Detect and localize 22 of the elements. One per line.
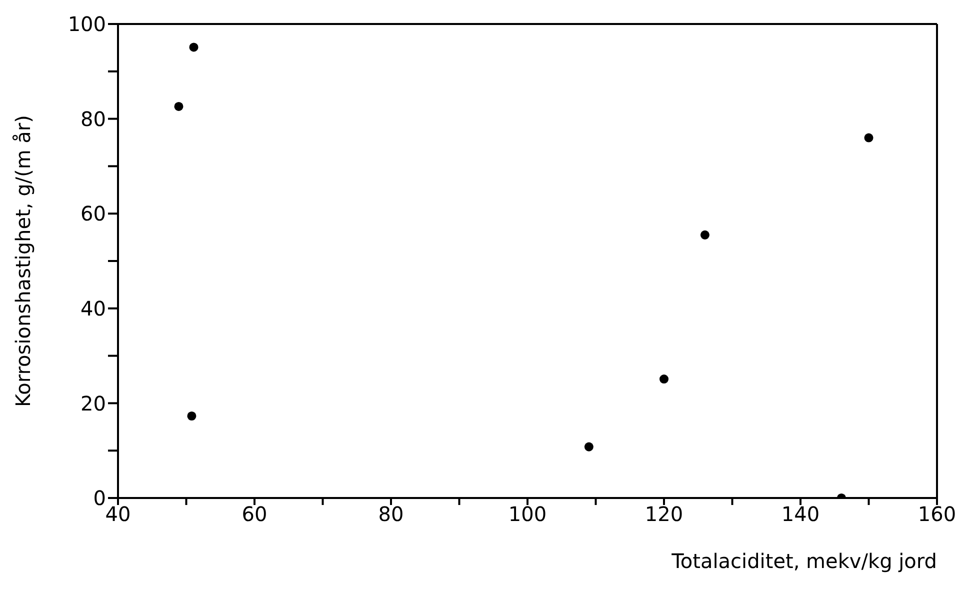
y-tick-label: 60: [80, 202, 106, 226]
y-tick-label: 40: [80, 296, 106, 320]
x-tick-label: 160: [918, 502, 956, 526]
x-tick-label: 60: [242, 502, 268, 526]
x-tick-label: 120: [644, 502, 684, 526]
point: [584, 442, 594, 452]
y-tick-label: 100: [68, 12, 106, 36]
point: [864, 133, 874, 142]
point: [187, 411, 196, 421]
y-axis-title: Korrosionshastighet, g/(m år): [11, 115, 36, 407]
x-tick-label: 40: [105, 502, 131, 526]
x-tick-label: 80: [378, 502, 404, 526]
y-tick-label: 80: [80, 106, 106, 131]
x-axis-title: Totalaciditet, mekv/kg jord: [670, 549, 937, 573]
y-tick-label: 0: [93, 486, 106, 510]
x-tick-label: 100: [508, 502, 547, 526]
point: [174, 102, 184, 111]
point: [700, 230, 710, 240]
x-tick-label: 140: [781, 502, 820, 526]
point: [659, 374, 669, 384]
y-tick-label: 20: [80, 391, 106, 416]
point: [189, 42, 198, 52]
